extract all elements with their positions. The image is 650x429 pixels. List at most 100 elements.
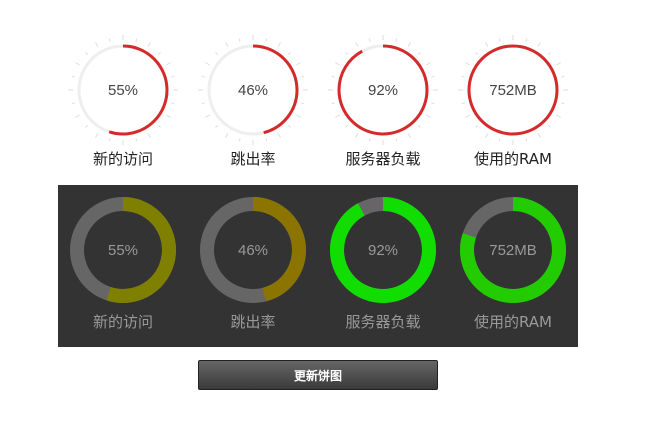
gauge-tick — [71, 75, 75, 78]
gauge-tick — [335, 62, 340, 66]
gauge-tick — [498, 38, 501, 42]
gauge-tick — [296, 62, 301, 66]
refresh-charts-button[interactable]: 更新饼图 — [198, 360, 438, 390]
dark-gauge-panel: 55% 新的访问 46% 跳出率 92% 服务器负载 75 — [58, 185, 578, 347]
gauge-tick — [225, 42, 229, 47]
gauge-tick — [548, 52, 551, 55]
gauge-label: 跳出率 — [230, 313, 276, 331]
gauge-tick — [426, 114, 431, 118]
gauge-tick — [296, 114, 301, 118]
gauge-tick — [461, 75, 465, 78]
gauge-tick — [461, 102, 465, 105]
gauge-tick — [135, 138, 138, 142]
gauge-tick — [537, 42, 541, 47]
gauge-tick — [95, 42, 99, 47]
gauge-tick — [265, 38, 268, 42]
gauge-tick — [171, 75, 175, 78]
gauge-tick — [498, 138, 501, 142]
gauge-tick — [431, 102, 435, 105]
gauge-tick — [525, 38, 528, 42]
gauge-tick — [265, 138, 268, 142]
gauge-tick — [147, 133, 151, 138]
gauge-tick — [225, 133, 229, 138]
gauge-arc — [337, 44, 429, 136]
gauge-value: 752MB — [489, 242, 537, 259]
gauge-tick — [561, 75, 565, 78]
gauge-tick — [158, 52, 161, 55]
gauge-tick — [418, 52, 421, 55]
gauge-tick — [331, 75, 335, 78]
gauge-tick — [238, 38, 241, 42]
gauge-tick — [166, 62, 171, 66]
gauge-tick — [277, 42, 281, 47]
gauge-tick — [368, 138, 371, 142]
gauge-tick — [238, 138, 241, 142]
gauge-tick — [215, 52, 218, 55]
dark-gauge-chart: 46% — [200, 197, 306, 303]
light-gauge-bounce-rate: 46% 跳出率 — [188, 30, 318, 168]
gauge-tick — [71, 102, 75, 105]
gauge-tick — [556, 62, 561, 66]
gauge-tick — [556, 114, 561, 118]
gauge-value: 92% — [368, 82, 398, 99]
gauge-ticks — [68, 35, 178, 145]
gauge-tick — [147, 42, 151, 47]
gauge-tick — [407, 133, 411, 138]
gauge-tick — [368, 38, 371, 42]
gauge-arc — [207, 44, 299, 136]
gauge-tick — [85, 125, 88, 128]
donut-arc — [330, 197, 436, 303]
gauge-tick — [171, 102, 175, 105]
gauge-tick — [345, 125, 348, 128]
gauge-tick — [418, 125, 421, 128]
gauge-tick — [301, 102, 305, 105]
gauge-tick — [465, 114, 470, 118]
gauge-value: 752MB — [489, 82, 537, 99]
light-gauge-chart: 55% — [68, 35, 178, 145]
dark-gauge-bounce-rate: 46% 跳出率 — [188, 193, 318, 331]
gauge-tick — [288, 125, 291, 128]
gauge-ticks — [198, 35, 308, 145]
gauge-tick — [335, 114, 340, 118]
gauge-label: 跳出率 — [230, 150, 276, 168]
gauge-label: 服务器负载 — [345, 313, 421, 331]
gauge-tick — [465, 62, 470, 66]
light-gauge-chart: 752MB — [458, 35, 568, 145]
donut-arc — [200, 197, 306, 303]
dark-gauge-chart: 92% — [330, 197, 436, 303]
dark-gauge-new-visits: 55% 新的访问 — [58, 193, 188, 331]
gauge-tick — [407, 42, 411, 47]
gauge-label: 使用的RAM — [473, 150, 553, 168]
light-gauge-server-load: 92% 服务器负载 — [318, 30, 448, 168]
gauge-tick — [525, 138, 528, 142]
gauge-tick — [288, 52, 291, 55]
gauge-value: 55% — [108, 82, 138, 99]
gauge-tick — [201, 75, 205, 78]
dark-gauge-ram-used: 752MB 使用的RAM — [448, 193, 578, 331]
gauge-tick — [426, 62, 431, 66]
gauge-label: 新的访问 — [92, 313, 153, 331]
light-gauge-ram-used: 752MB 使用的RAM — [448, 30, 578, 168]
gauge-value: 55% — [108, 242, 138, 259]
gauge-label: 使用的RAM — [473, 313, 553, 331]
gauge-tick — [485, 42, 489, 47]
gauge-tick — [215, 125, 218, 128]
gauge-tick — [431, 75, 435, 78]
gauge-value: 46% — [238, 82, 268, 99]
gauge-tick — [355, 42, 359, 47]
gauge-ticks — [328, 35, 438, 145]
donut-arc — [70, 197, 176, 303]
gauge-label: 新的访问 — [92, 150, 153, 168]
gauge-tick — [205, 62, 210, 66]
dark-gauge-chart: 752MB — [460, 197, 566, 303]
light-gauge-chart: 92% — [328, 35, 438, 145]
gauge-label: 服务器负载 — [345, 150, 421, 168]
gauge-tick — [548, 125, 551, 128]
dark-gauge-chart: 55% — [70, 197, 176, 303]
gauge-tick — [475, 125, 478, 128]
gauge-value: 46% — [238, 242, 268, 259]
gauge-arc — [77, 44, 169, 136]
gauge-tick — [75, 62, 80, 66]
gauge-tick — [135, 38, 138, 42]
dark-gauge-server-load: 92% 服务器负载 — [318, 193, 448, 331]
